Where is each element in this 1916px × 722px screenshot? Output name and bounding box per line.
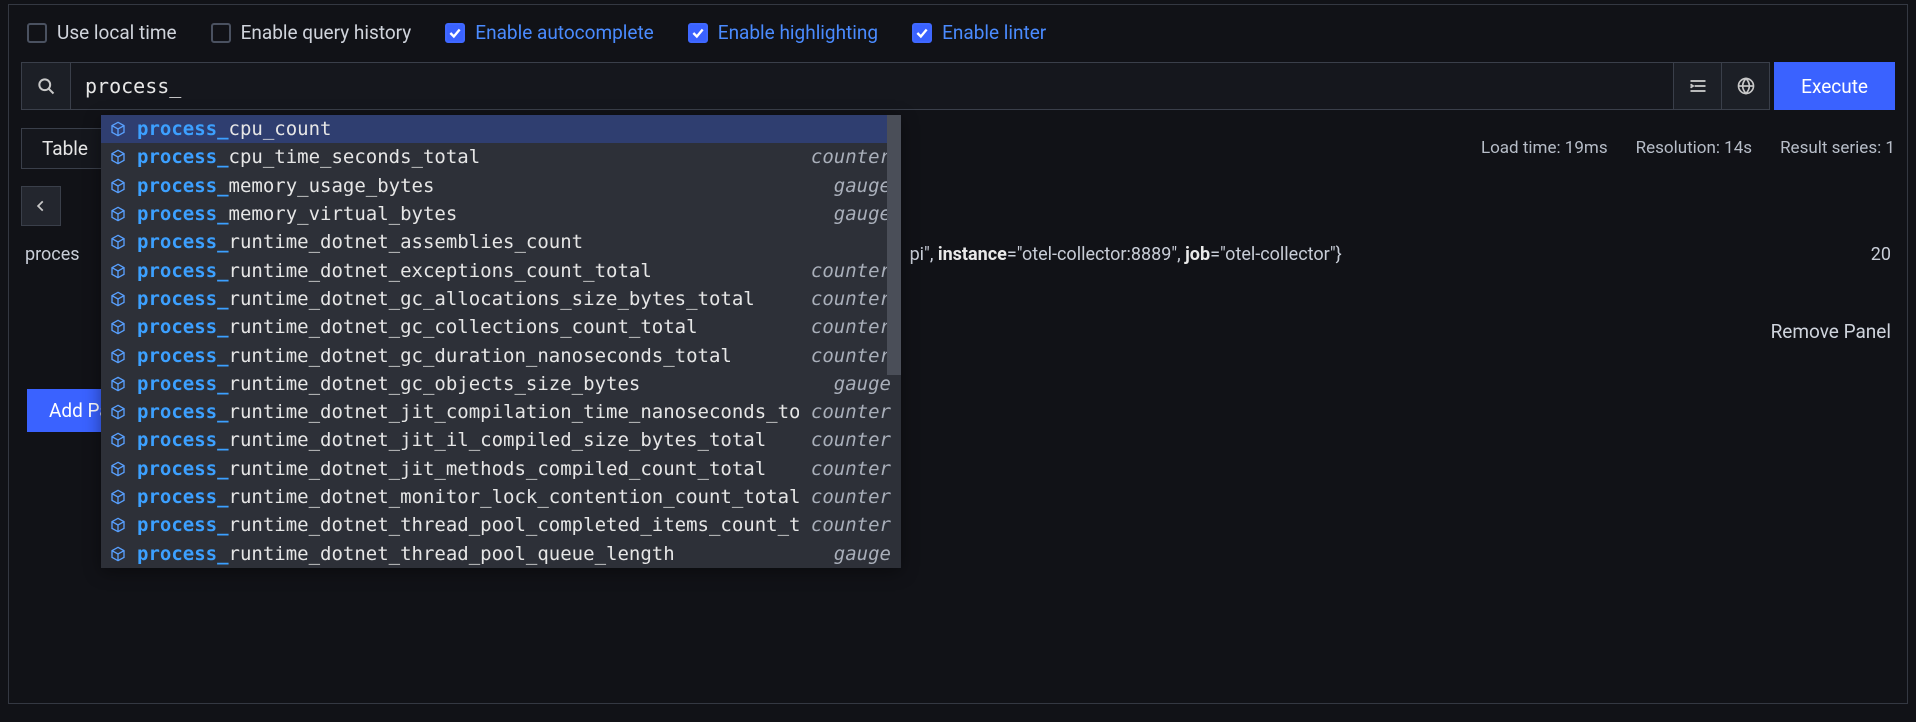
- autocomplete-item-name: process_runtime_dotnet_gc_collections_co…: [137, 316, 799, 338]
- autocomplete-item[interactable]: process_memory_usage_bytes gauge: [101, 172, 901, 200]
- option-label: Enable linter: [942, 21, 1046, 44]
- autocomplete-item[interactable]: process_memory_virtual_bytes gauge: [101, 200, 901, 228]
- remove-panel-button[interactable]: Remove Panel: [1771, 320, 1891, 343]
- autocomplete-item-name: process_runtime_dotnet_gc_objects_size_b…: [137, 373, 822, 395]
- autocomplete-item[interactable]: process_cpu_time_seconds_total counter: [101, 143, 901, 171]
- option-history[interactable]: Enable query history: [211, 21, 412, 44]
- metric-icon: [107, 263, 129, 279]
- autocomplete-item-name: process_memory_virtual_bytes: [137, 203, 822, 225]
- stat-load-time: Load time: 19ms: [1481, 138, 1608, 158]
- autocomplete-item-name: process_runtime_dotnet_jit_methods_compi…: [137, 458, 799, 480]
- metric-icon: [107, 517, 129, 533]
- autocomplete-item-type: counter: [811, 429, 891, 451]
- option-label: Use local time: [57, 21, 177, 44]
- metric-icon: [107, 546, 129, 562]
- autocomplete-item-name: process_cpu_time_seconds_total: [137, 146, 799, 168]
- autocomplete-item-type: counter: [811, 260, 891, 282]
- metric-icon: [107, 348, 129, 364]
- autocomplete-item-type: counter: [811, 288, 891, 310]
- stats-bar: Load time: 19ms Resolution: 14s Result s…: [1481, 138, 1895, 158]
- autocomplete-item-type: counter: [811, 486, 891, 508]
- query-panel: Use local time Enable query history Enable…: [8, 4, 1908, 704]
- autocomplete-item-type: gauge: [834, 373, 891, 395]
- metric-icon: [107, 319, 129, 335]
- autocomplete-item[interactable]: process_runtime_dotnet_gc_collections_co…: [101, 313, 901, 341]
- result-value: 20: [1847, 244, 1891, 265]
- metric-icon: [107, 149, 129, 165]
- autocomplete-item[interactable]: process_runtime_dotnet_gc_allocations_si…: [101, 285, 901, 313]
- autocomplete-item-type: counter: [811, 514, 891, 536]
- autocomplete-dropdown: process_cpu_count process_cpu_time_second…: [101, 115, 901, 568]
- checkbox-icon[interactable]: [445, 23, 465, 43]
- autocomplete-item-name: process_runtime_dotnet_monitor_lock_cont…: [137, 486, 799, 508]
- metric-icon: [107, 489, 129, 505]
- format-query-icon[interactable]: [1674, 62, 1722, 110]
- option-autocomplete[interactable]: Enable autocomplete: [445, 21, 653, 44]
- execute-button[interactable]: Execute: [1774, 62, 1895, 110]
- metric-icon: [107, 404, 129, 420]
- autocomplete-item-name: process_runtime_dotnet_assemblies_count: [137, 231, 891, 253]
- query-input[interactable]: [71, 62, 1674, 110]
- autocomplete-item-type: counter: [811, 316, 891, 338]
- autocomplete-item[interactable]: process_runtime_dotnet_jit_il_compiled_s…: [101, 426, 901, 454]
- metric-icon: [107, 376, 129, 392]
- autocomplete-item[interactable]: process_runtime_dotnet_exceptions_count_…: [101, 256, 901, 284]
- option-label: Enable autocomplete: [475, 21, 653, 44]
- autocomplete-item-name: process_memory_usage_bytes: [137, 175, 822, 197]
- time-prev-button[interactable]: [21, 186, 61, 226]
- autocomplete-item-type: gauge: [834, 175, 891, 197]
- checkbox-icon[interactable]: [27, 23, 47, 43]
- metric-icon: [107, 432, 129, 448]
- autocomplete-item-type: counter: [811, 146, 891, 168]
- autocomplete-item-name: process_runtime_dotnet_thread_pool_queue…: [137, 543, 822, 565]
- autocomplete-item-type: gauge: [834, 543, 891, 565]
- option-linter[interactable]: Enable linter: [912, 21, 1046, 44]
- search-icon: [21, 62, 71, 110]
- autocomplete-item[interactable]: process_runtime_dotnet_assemblies_count: [101, 228, 901, 256]
- autocomplete-item-type: counter: [811, 401, 891, 423]
- autocomplete-item-name: process_cpu_count: [137, 118, 891, 140]
- checkbox-icon[interactable]: [912, 23, 932, 43]
- globe-icon[interactable]: [1722, 62, 1770, 110]
- metric-icon: [107, 291, 129, 307]
- autocomplete-item-name: process_runtime_dotnet_jit_il_compiled_s…: [137, 429, 799, 451]
- autocomplete-item-name: process_runtime_dotnet_thread_pool_compl…: [137, 514, 799, 536]
- autocomplete-item[interactable]: process_runtime_dotnet_jit_compilation_t…: [101, 398, 901, 426]
- autocomplete-item-type: counter: [811, 458, 891, 480]
- autocomplete-item[interactable]: process_runtime_dotnet_monitor_lock_cont…: [101, 483, 901, 511]
- stat-series: Result series: 1: [1780, 138, 1895, 158]
- autocomplete-item-type: counter: [811, 345, 891, 367]
- tab-table[interactable]: Table: [21, 128, 109, 169]
- autocomplete-item-name: process_runtime_dotnet_exceptions_count_…: [137, 260, 799, 282]
- option-local-time[interactable]: Use local time: [27, 21, 177, 44]
- autocomplete-item-name: process_runtime_dotnet_gc_allocations_si…: [137, 288, 799, 310]
- autocomplete-item[interactable]: process_runtime_dotnet_thread_pool_compl…: [101, 511, 901, 539]
- autocomplete-item-name: process_runtime_dotnet_gc_duration_nanos…: [137, 345, 799, 367]
- options-row: Use local time Enable query history Enable…: [21, 17, 1895, 62]
- autocomplete-item[interactable]: process_runtime_dotnet_gc_objects_size_b…: [101, 370, 901, 398]
- autocomplete-item[interactable]: process_runtime_dotnet_jit_methods_compi…: [101, 455, 901, 483]
- metric-icon: [107, 234, 129, 250]
- autocomplete-item[interactable]: process_runtime_dotnet_thread_pool_queue…: [101, 539, 901, 567]
- metric-icon: [107, 178, 129, 194]
- query-bar: Execute: [21, 62, 1895, 110]
- option-highlighting[interactable]: Enable highlighting: [688, 21, 878, 44]
- metric-icon: [107, 206, 129, 222]
- autocomplete-item-type: gauge: [834, 203, 891, 225]
- metric-icon: [107, 121, 129, 137]
- metric-icon: [107, 461, 129, 477]
- stat-resolution: Resolution: 14s: [1636, 138, 1752, 158]
- autocomplete-item-name: process_runtime_dotnet_jit_compilation_t…: [137, 401, 799, 423]
- checkbox-icon[interactable]: [211, 23, 231, 43]
- checkbox-icon[interactable]: [688, 23, 708, 43]
- autocomplete-item[interactable]: process_runtime_dotnet_gc_duration_nanos…: [101, 341, 901, 369]
- option-label: Enable query history: [241, 21, 412, 44]
- option-label: Enable highlighting: [718, 21, 878, 44]
- autocomplete-item[interactable]: process_cpu_count: [101, 115, 901, 143]
